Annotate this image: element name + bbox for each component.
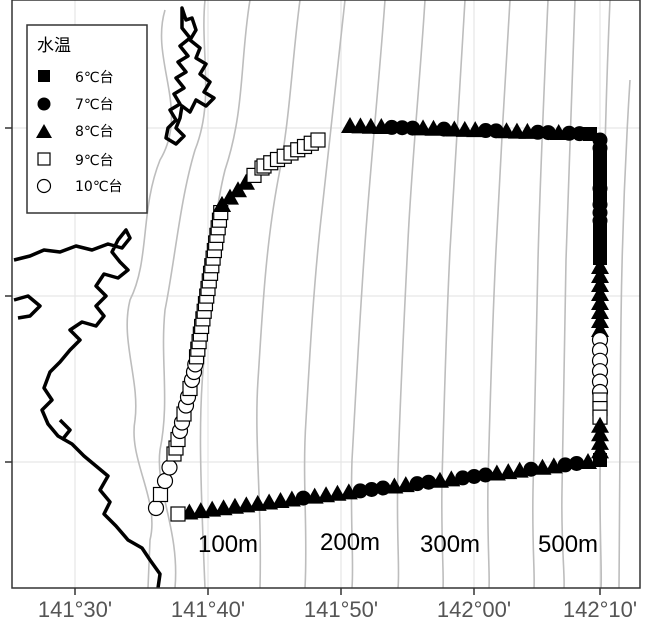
observation-marker [364,481,380,497]
observation-marker [544,457,563,474]
observation-marker [161,459,178,476]
observation-marker [591,303,609,319]
depth-label-300m: 300m [420,531,480,558]
depth-label-200m: 200m [320,529,380,556]
observation-marker [409,476,425,492]
coastline [13,6,216,589]
observation-marker [455,470,471,486]
observation-marker [591,285,609,301]
observation-marker [156,472,174,490]
depth-label-100m: 100m [198,531,258,558]
axis-ticks [5,127,601,595]
observation-markers [147,117,609,522]
legend-symbol-open-square [37,152,51,166]
x-axis-labels: 141°30' 141°40' 141°50' 142°00' 142°10' [38,597,637,620]
observation-marker [591,258,609,274]
observation-marker [295,490,311,506]
observation-marker [375,480,391,496]
observation-marker [237,496,256,513]
observation-marker [384,119,400,135]
legend-label-10: 10℃台 [75,179,123,195]
observation-marker [591,294,609,310]
observation-marker [248,494,267,511]
x-tick-label: 141°50' [304,597,378,620]
observation-marker [530,124,546,140]
legend-title: 水温 [37,36,71,56]
observation-marker [593,238,607,252]
observation-marker [442,470,461,487]
legend: 水温 6℃台 7℃台 8℃台 9℃台 10℃台 [26,24,148,214]
observation-marker [317,486,336,503]
observation-marker [203,500,222,517]
observation-marker [339,483,358,500]
observation-marker [396,476,415,493]
legend-label-9: 9℃台 [75,153,114,169]
x-tick-label: 142°00' [437,597,511,620]
observation-marker [510,461,529,478]
legend-symbol-filled-triangle [36,124,52,138]
observation-marker [557,457,573,473]
observation-marker [499,463,518,480]
observation-marker [591,425,609,442]
x-tick-label: 141°30' [38,597,112,620]
legend-label-7: 7℃台 [75,97,114,113]
depth-labels: 100m 200m 300m 500m [198,529,598,558]
legend-symbol-open-circle [36,178,52,194]
observation-marker [569,455,585,471]
observation-marker [328,484,347,501]
observation-marker [394,120,410,136]
legend-symbol-filled-circle [37,97,51,111]
observation-marker [170,506,186,522]
observation-marker [593,453,607,467]
x-tick-label: 142°10' [563,597,637,620]
observation-marker [310,132,326,148]
observation-marker [152,486,169,503]
legend-symbol-filled-square [38,70,50,82]
depth-label-500m: 500m [538,531,598,558]
observation-marker [466,468,482,484]
legend-box [26,24,148,214]
observation-marker [214,499,233,516]
observation-marker [591,321,609,337]
observation-marker [352,483,368,499]
observation-marker [591,312,609,328]
legend-label-8: 8℃台 [75,124,114,140]
observation-marker [421,474,437,490]
legend-label-6: 6℃台 [75,70,114,86]
observation-marker [561,125,577,141]
observation-marker [237,173,255,190]
observation-marker [478,467,493,483]
map-frame [11,0,641,589]
observation-marker [191,502,210,519]
observation-marker [591,433,609,450]
observation-marker [260,493,279,510]
observation-marker [225,497,244,514]
x-tick-label: 141°40' [171,597,245,620]
observation-marker [591,267,609,283]
observation-marker [147,499,165,517]
observation-marker [591,276,609,292]
observation-marker [591,416,609,433]
observation-marker [282,490,301,507]
observation-marker [271,492,290,508]
observation-marker [478,123,494,139]
observation-marker [523,461,539,477]
